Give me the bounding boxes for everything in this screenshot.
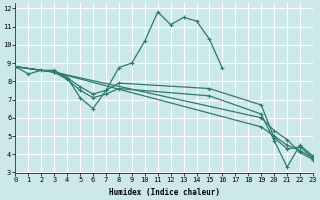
X-axis label: Humidex (Indice chaleur): Humidex (Indice chaleur): [109, 188, 220, 197]
